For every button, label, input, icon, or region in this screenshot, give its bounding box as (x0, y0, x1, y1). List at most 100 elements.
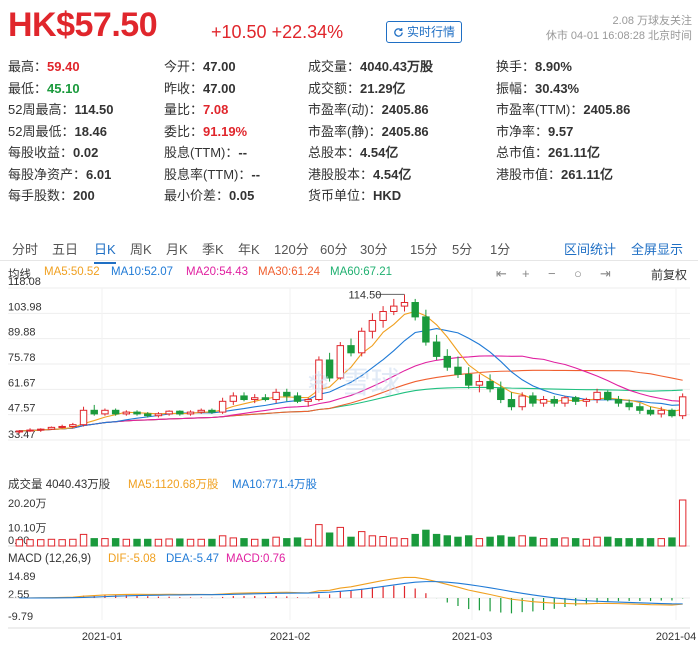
candle-body (154, 413, 163, 417)
volume-bar (464, 535, 473, 547)
tab-12[interactable]: 1分 (490, 242, 511, 257)
quote-label: 52周最低： (8, 123, 75, 139)
tab-0[interactable]: 分时 (12, 242, 39, 257)
quote-value: 47.00 (203, 59, 236, 74)
reset-icon[interactable]: ○ (574, 266, 582, 281)
quote-value: 4.54亿 (373, 166, 412, 182)
candle-body (432, 341, 441, 357)
candle-body (357, 330, 366, 354)
dea-line (19, 581, 683, 605)
x-axis-label: 2021-04 (656, 631, 696, 643)
zoom-in-icon[interactable]: + (522, 266, 530, 281)
scroll-right-icon[interactable]: ⇥ (600, 266, 611, 281)
volume-bar (497, 535, 505, 547)
vol-tick-label: 10.10万 (8, 523, 47, 535)
volume-bar (454, 536, 462, 547)
candle-body (668, 409, 676, 417)
current-price: HK$57.50 (8, 6, 158, 44)
tab-2[interactable]: 日K (94, 239, 116, 264)
tab-1[interactable]: 五日 (52, 242, 79, 257)
quote-cell: 量比：7.08 (164, 99, 228, 118)
quote-label: 每股收益： (8, 145, 74, 160)
candle-body (186, 411, 195, 415)
quote-label: 52周最高： (8, 102, 75, 117)
quote-label: 每股净资产： (8, 166, 87, 182)
realtime-quote-button[interactable]: 实时行情 (386, 21, 463, 43)
scroll-left-icon[interactable]: ⇤ (496, 266, 507, 281)
tab-11[interactable]: 5分 (452, 242, 473, 257)
quote-value: 4.54亿 (360, 145, 399, 160)
quote-value: 8.90% (535, 59, 572, 74)
tab-3[interactable]: 周K (130, 242, 152, 257)
volume-legend: 成交量 4040.43万股 MA5:1120.68万股 MA10:771.4万股 (8, 476, 698, 492)
volume-bar (186, 538, 195, 547)
macd-value: MACD:0.76 (226, 553, 286, 565)
volume-bar (69, 538, 77, 547)
vol-tick-label: 20.20万 (8, 498, 47, 510)
tab-10[interactable]: 15分 (410, 242, 438, 257)
tab-4[interactable]: 月K (166, 242, 188, 257)
volume-bar (15, 539, 24, 547)
candle-body (26, 429, 34, 432)
volume-bar (379, 536, 387, 547)
interval-stats-link[interactable]: 区间统计 (564, 242, 617, 257)
candle-body (47, 426, 56, 430)
candle-body (144, 413, 152, 417)
candle-body (614, 399, 623, 404)
candle-body (678, 396, 687, 417)
quote-cell: 市净率：9.57 (496, 121, 573, 140)
fullscreen-link[interactable]: 全屏显示 (631, 242, 684, 257)
quote-cell: 港股市值：261.11亿 (496, 164, 613, 183)
candle-body (507, 399, 516, 408)
quote-label: 市净率： (496, 123, 549, 139)
tab-6[interactable]: 年K (238, 242, 260, 257)
quote-value: 2405.86 (381, 123, 429, 139)
tab-9[interactable]: 30分 (360, 242, 388, 257)
volume-bar (261, 538, 270, 547)
volume-bar (529, 536, 537, 547)
quote-cell: 昨收：47.00 (164, 78, 236, 97)
avg-line-label: 均线 (8, 269, 31, 281)
quote-cell: 市盈率(动)：2405.86 (308, 99, 429, 118)
volume-bar (154, 538, 163, 547)
quote-cell: 股息(TTM)：-- (164, 142, 247, 161)
volume-bar (657, 538, 665, 547)
volume-bar (47, 538, 56, 547)
tab-7[interactable]: 120分 (274, 242, 309, 257)
candle-body (165, 410, 173, 415)
macd-tick-label: 2.55 (8, 589, 29, 601)
quote-value: 0.02 (73, 145, 99, 160)
adjust-mode-label[interactable]: 前复权 (651, 268, 688, 282)
quote-value: 91.19% (203, 123, 248, 139)
volume-bar (636, 538, 644, 547)
candle-body (69, 424, 77, 427)
candle-body (101, 409, 109, 415)
quote-label: 成交额： (308, 80, 361, 96)
quote-cell: 股息率(TTM)：-- (164, 164, 260, 183)
y-tick-label: 75.78 (8, 352, 36, 364)
volume-bar (111, 538, 120, 547)
candle-body (58, 425, 66, 428)
candle-body (625, 402, 633, 408)
quote-cell: 市盈率(静)：2405.86 (308, 121, 429, 140)
volume-bar (325, 532, 334, 547)
volume-bar (486, 536, 494, 547)
zoom-out-icon[interactable]: − (548, 266, 556, 281)
quote-value: 0.05 (229, 188, 255, 203)
candle-body (122, 411, 131, 415)
volume-bar (101, 538, 109, 547)
volume-bar (197, 538, 205, 547)
candle-body (486, 381, 494, 390)
volume-bar (90, 538, 98, 547)
volume-bar (144, 538, 152, 547)
quote-cell: 今开：47.00 (164, 56, 236, 75)
candle-body (368, 319, 377, 332)
volume-bar (518, 535, 526, 547)
tab-5[interactable]: 季K (202, 242, 224, 257)
tab-8[interactable]: 60分 (320, 242, 348, 257)
y-tick-label: 118.08 (8, 276, 41, 288)
quote-label: 港股市值： (496, 166, 562, 182)
volume-bar (272, 536, 280, 547)
candle-body (539, 399, 548, 404)
